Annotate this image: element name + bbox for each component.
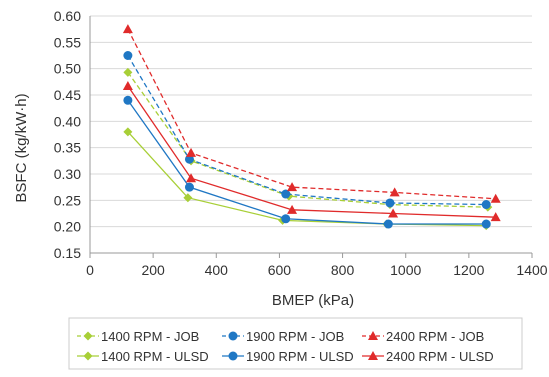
legend-item: 2400 RPM - JOB	[362, 329, 484, 344]
grid-lines	[90, 15, 532, 228]
data-point	[186, 147, 197, 157]
y-tick-label: 0.35	[54, 140, 81, 156]
series-2400-rpm-ulsd	[122, 81, 501, 222]
legend-swatch-marker	[228, 331, 238, 341]
legend-label: 1400 RPM - JOB	[101, 329, 199, 344]
legend-box	[68, 317, 523, 370]
legend-item: 1900 RPM - ULSD	[222, 349, 354, 364]
data-point	[186, 173, 197, 183]
data-point	[490, 212, 501, 222]
data-point	[184, 154, 194, 164]
legend-label: 2400 RPM - ULSD	[386, 349, 494, 364]
data-point	[385, 198, 395, 208]
data-point	[281, 214, 291, 224]
legend: 1400 RPM - JOB 1900 RPM - JOB 2400 RPM - J…	[68, 317, 523, 370]
data-point	[388, 208, 399, 218]
data-point	[281, 189, 291, 199]
data-point	[122, 81, 133, 91]
legend-label: 1900 RPM - JOB	[246, 329, 344, 344]
data-point	[183, 193, 193, 203]
data-point	[287, 182, 298, 192]
legend-item: 2400 RPM - ULSD	[362, 349, 494, 364]
data-point	[389, 187, 400, 197]
data-point	[481, 200, 491, 210]
data-point	[490, 193, 501, 203]
x-axis-title: BMEP (kPa)	[272, 292, 354, 309]
series-1900-rpm-ulsd	[123, 95, 491, 229]
x-tick-label: 800	[331, 262, 355, 278]
x-tick-label: 600	[268, 262, 292, 278]
x-tick-labels: 0 200 400 600 800 1000 1200 1400	[86, 262, 548, 278]
data-point	[123, 95, 133, 105]
y-tick-labels: 0.15 0.20 0.25 0.30 0.35 0.40 0.45 0.50 0.55 0.60	[54, 8, 81, 261]
legend-swatch-marker	[368, 351, 378, 360]
legend-item: 1400 RPM - ULSD	[77, 349, 209, 364]
legend-label: 1900 RPM - ULSD	[246, 349, 354, 364]
data-point	[287, 204, 298, 214]
axes	[89, 16, 533, 258]
x-tick-label: 1400	[516, 262, 547, 278]
legend-swatch-marker	[368, 331, 378, 340]
y-tick-label: 0.20	[54, 219, 81, 235]
x-tick-label: 1200	[453, 262, 484, 278]
series-line	[127, 55, 487, 206]
x-tick-label: 0	[86, 262, 94, 278]
series-line	[127, 28, 496, 200]
series-2400-rpm-job	[122, 24, 501, 203]
y-tick-label: 0.55	[54, 34, 81, 50]
data-point	[481, 219, 491, 229]
y-tick-label: 0.45	[54, 87, 81, 103]
y-tick-label: 0.40	[54, 113, 81, 129]
y-tick-label: 0.60	[54, 8, 81, 24]
data-point	[123, 51, 133, 60]
legend-label: 2400 RPM - JOB	[386, 329, 484, 344]
series-1900-rpm-job	[123, 51, 491, 210]
y-tick-label: 0.15	[54, 245, 81, 261]
data-point	[383, 219, 393, 229]
legend-swatch-marker	[83, 331, 93, 341]
legend-item: 1900 RPM - JOB	[222, 329, 344, 344]
legend-item: 1400 RPM - JOB	[77, 329, 199, 344]
x-tick-label: 400	[205, 262, 229, 278]
legend-swatch-marker	[228, 351, 238, 361]
x-tick-label: 200	[141, 262, 165, 278]
y-tick-label: 0.25	[54, 192, 81, 208]
data-point	[123, 127, 133, 137]
data-point	[123, 67, 133, 77]
data-point	[184, 182, 194, 192]
y-tick-label: 0.30	[54, 166, 81, 182]
data-point	[122, 24, 133, 34]
y-tick-label: 0.50	[54, 61, 81, 77]
y-axis-title: BSFC (kg/kW·h)	[13, 93, 30, 202]
x-tick-label: 1000	[390, 262, 421, 278]
series-group	[122, 24, 501, 231]
legend-label: 1400 RPM - ULSD	[101, 349, 209, 364]
legend-swatch-marker	[83, 351, 93, 361]
